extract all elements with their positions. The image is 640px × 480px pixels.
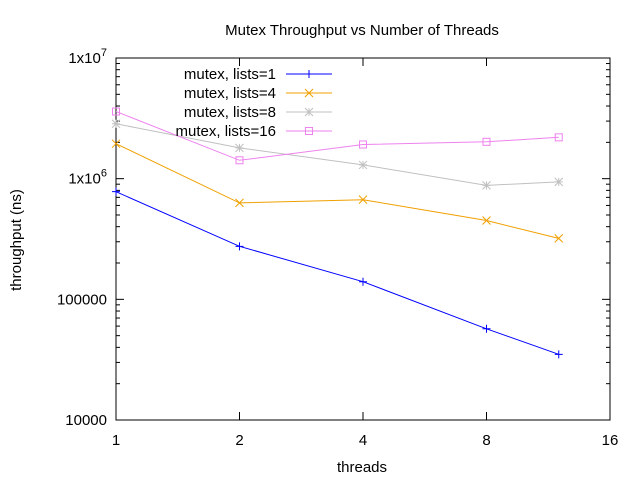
data-point-square [482,137,491,146]
data-point-star [482,181,491,190]
series-3 [111,119,564,190]
y-tick-label-base: 100000 [57,291,107,308]
series-line [115,111,559,161]
series-layer [111,107,564,359]
data-point-square [305,127,313,135]
x-tick-label: 4 [359,432,367,449]
chart-title: Mutex Throughput vs Number of Threads [225,22,499,39]
data-point-cross [111,139,121,149]
y-tick-label: 10000 [65,412,107,429]
data-point-star [554,177,564,187]
data-point-plus [235,242,244,251]
y-tick-label-base: 10000 [65,412,107,429]
data-point-square [235,156,244,165]
x-tick-label: 2 [235,432,243,449]
y-tick-label: 1x107 [68,47,107,67]
x-tick-label: 1 [112,432,120,449]
legend-label: mutex, lists=1 [184,66,276,83]
y-tick-label-base: 1x10 [68,171,101,188]
legend-label: mutex, lists=16 [176,123,276,140]
data-point-cross [482,216,491,225]
data-point-cross [358,195,368,205]
data-point-plus [482,324,491,333]
data-point-plus [554,350,563,359]
y-tick-label-base: 1x10 [68,50,101,67]
series-4 [112,107,563,165]
y-tick-label-exponent: 6 [101,168,107,180]
data-point-star [235,143,244,153]
data-point-star [358,160,368,170]
data-point-square [554,133,563,142]
x-tick-label: 8 [482,432,490,449]
data-point-plus [305,70,313,78]
data-point-star [111,119,121,129]
series-1 [112,187,563,359]
data-point-cross [304,88,314,98]
series-2 [111,139,564,243]
legend: mutex, lists=1 mutex, lists=4 mutex, lists… [176,66,332,140]
legend-label: mutex, lists=4 [184,85,276,102]
data-point-cross [235,198,244,208]
y-axis-label: throughput (ns) [8,189,25,291]
legend-label: mutex, lists=8 [184,104,276,121]
data-point-star [304,107,314,117]
series-line [115,191,559,355]
series-line [115,143,559,239]
y-tick-label: 100000 [57,291,107,308]
data-point-plus [112,187,120,196]
y-tick-label: 1x106 [68,168,107,188]
x-axis-label: threads [337,459,387,476]
data-point-square [359,140,367,149]
data-point-plus [359,277,367,286]
y-tick-label-exponent: 7 [101,47,107,59]
data-point-cross [554,234,564,243]
x-tick-label: 16 [602,432,619,449]
x-axis-ticks: 1 2 4 8 16 [112,58,619,449]
data-point-square [112,107,120,116]
